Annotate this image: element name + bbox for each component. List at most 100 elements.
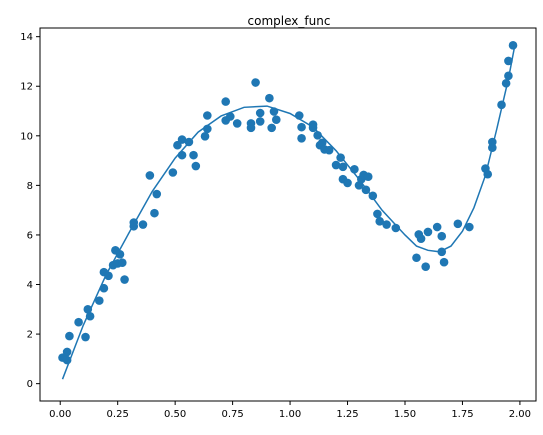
- y-tick-label-0: 0: [27, 379, 33, 390]
- scatter-point-4: [74, 317, 83, 327]
- scatter-point-46: [271, 115, 281, 124]
- scatter-point-19: [129, 218, 139, 227]
- scatter-point-72: [391, 223, 401, 233]
- scatter-point-75: [416, 234, 426, 243]
- x-axis: 0.00 0.25 0.50 0.75 1.00 1.25 1.50 1.75 2.00: [49, 401, 531, 420]
- scatter-point-51: [308, 123, 318, 133]
- scatter-point-5: [81, 332, 90, 342]
- y-tick-label-5: 10: [20, 131, 33, 142]
- scatter-point-22: [150, 208, 159, 218]
- scatter-point-24: [168, 168, 178, 177]
- scatter-point-21: [145, 171, 155, 180]
- scatter-point-57: [331, 160, 341, 170]
- scatter-point-58: [336, 153, 345, 162]
- scatter-point-8: [95, 296, 104, 305]
- y-tick-label-3: 6: [27, 230, 33, 241]
- scatter-point-47: [294, 111, 304, 120]
- scatter-point-9: [99, 283, 109, 293]
- scatter-point-39: [246, 119, 256, 128]
- scatter-point-69: [373, 209, 382, 219]
- scatter-point-77: [423, 227, 433, 237]
- scatter-point-79: [437, 231, 447, 241]
- scatter-point-67: [363, 172, 373, 181]
- x-tick-label-4: 1.00: [279, 409, 301, 420]
- scatter-point-3: [65, 331, 74, 341]
- y-tick-label-2: 4: [27, 280, 33, 291]
- scatter-point-68: [368, 191, 378, 201]
- x-tick-label-8: 2.00: [509, 409, 531, 420]
- x-tick-label-2: 0.50: [164, 409, 186, 420]
- scatter-point-29: [189, 150, 198, 160]
- chart-title: complex_func: [248, 14, 331, 28]
- scatter-point-31: [200, 132, 210, 141]
- scatter-point-16: [117, 258, 127, 268]
- scatter-point-34: [221, 97, 231, 106]
- scatter-point-33: [203, 111, 212, 120]
- scatter-point-30: [191, 161, 201, 171]
- scatter-point-70: [375, 217, 385, 226]
- scatter-point-6: [83, 305, 93, 314]
- x-tick-label-6: 1.50: [394, 409, 416, 420]
- scatter-point-37: [232, 119, 242, 128]
- scatter-point-41: [255, 108, 265, 118]
- scatter-point-23: [152, 189, 162, 199]
- scatter-point-92: [508, 41, 518, 50]
- scatter-point-88: [497, 100, 506, 110]
- scatter-point-1: [62, 347, 72, 357]
- y-tick-label-7: 14: [20, 32, 33, 43]
- scatter-point-56: [324, 145, 334, 155]
- scatter-point-36: [226, 112, 235, 121]
- scatter-point-40: [251, 78, 260, 87]
- y-tick-label-4: 8: [27, 181, 33, 192]
- fit-line-layer: [61, 42, 517, 380]
- scatter-point-2: [62, 355, 72, 365]
- scatter-point-62: [350, 164, 359, 174]
- scatter-point-44: [267, 123, 276, 133]
- scatter-point-85: [483, 169, 493, 179]
- scatter-point-43: [265, 93, 274, 103]
- scatter-point-48: [297, 122, 306, 132]
- scatter-point-26: [177, 135, 187, 144]
- x-tick-label-0: 0.00: [49, 409, 71, 420]
- y-axis: 0 2 4 6 8 10 12 14: [20, 32, 40, 390]
- scatter-point-32: [203, 124, 212, 134]
- scatter-point-83: [465, 222, 474, 232]
- scatter-point-49: [297, 133, 306, 143]
- scatter-point-76: [421, 262, 430, 271]
- scatter-point-25: [173, 140, 182, 150]
- scatter-point-89: [501, 78, 511, 88]
- scatter-point-71: [382, 220, 391, 229]
- x-tick-label-3: 0.75: [221, 409, 243, 420]
- scatter-point-81: [439, 257, 449, 267]
- scatter-point-28: [184, 137, 194, 147]
- x-tick-label-7: 1.75: [451, 409, 473, 420]
- scatter-point-27: [177, 150, 187, 160]
- scatter-point-15: [115, 249, 125, 259]
- scatter-point-20: [138, 220, 148, 229]
- x-tick-label-1: 0.25: [107, 409, 129, 420]
- scatter-point-42: [255, 117, 265, 126]
- fit-line: [61, 42, 517, 380]
- scatter-points-layer: [58, 41, 518, 365]
- scatter-point-90: [504, 71, 513, 81]
- scatter-point-7: [85, 311, 95, 321]
- scatter-point-82: [453, 219, 463, 229]
- scatter-point-59: [338, 162, 348, 172]
- scatter-point-66: [361, 185, 371, 195]
- scatter-point-80: [437, 247, 447, 257]
- scatter-point-73: [412, 253, 421, 263]
- scatter-point-91: [504, 56, 513, 66]
- scatter-point-11: [104, 271, 113, 281]
- y-tick-label-6: 12: [20, 82, 33, 93]
- y-tick-label-1: 2: [27, 330, 33, 341]
- scatter-point-78: [432, 222, 442, 232]
- plot-frame: [39, 27, 537, 402]
- scatter-point-52: [313, 131, 322, 140]
- scatter-point-61: [343, 178, 352, 188]
- scatter-point-87: [488, 143, 497, 153]
- x-tick-label-5: 1.25: [336, 409, 358, 420]
- plot-area: [40, 28, 536, 401]
- scatter-point-17: [120, 275, 129, 284]
- scatter-point-54: [317, 138, 327, 148]
